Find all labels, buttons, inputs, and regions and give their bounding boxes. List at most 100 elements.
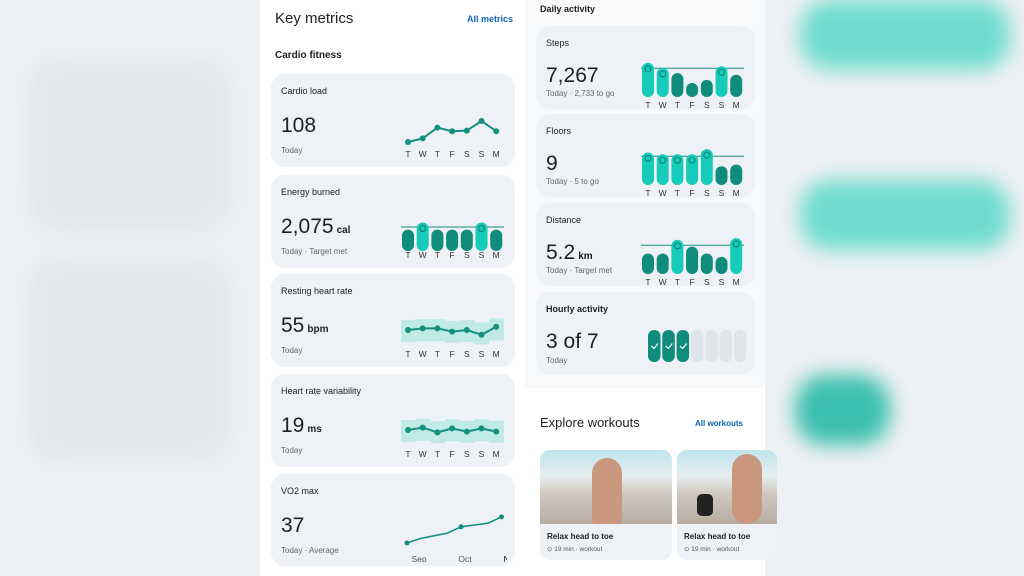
day-label: M (733, 188, 740, 198)
data-point (493, 128, 500, 135)
daily-activity-panel: Daily activity Steps 7,267 Today · 2,733… (525, 0, 777, 576)
card-title: Resting heart rate (281, 286, 353, 296)
card-value: 3 of 7 (546, 330, 599, 353)
data-point (405, 427, 411, 433)
target-met-icon (644, 65, 652, 73)
metric-card[interactable]: Distance 5.2 km Today · Target met T W T F S S M (536, 203, 755, 287)
target-met-icon (717, 68, 726, 76)
hourly-activity-card[interactable]: Hourly activity 3 of 7 Today (536, 292, 755, 375)
bar (431, 229, 444, 251)
bar (700, 253, 713, 274)
day-label: M (493, 149, 500, 159)
card-title: VO2 max (281, 486, 319, 496)
card-title: Floors (546, 126, 572, 136)
key-metrics-panel: Key metrics All metrics Cardio fitness C… (260, 0, 525, 576)
data-point (463, 428, 470, 435)
month-label: Nov (503, 554, 507, 562)
bar (475, 222, 488, 251)
pending-hour-bar (719, 330, 732, 362)
clock-icon: ⊙ (684, 546, 692, 553)
day-label: W (419, 349, 427, 359)
blurred-background (30, 260, 230, 460)
month-label: Oct (458, 554, 472, 562)
metric-card[interactable]: Cardio load 108 Today T W T F S S M (271, 74, 515, 167)
card-value: 2,075 cal (281, 215, 351, 238)
day-label: T (675, 277, 680, 287)
day-label: F (449, 449, 454, 459)
workout-thumbnail (677, 450, 777, 524)
day-label: F (449, 149, 454, 159)
day-label: W (659, 188, 667, 198)
target-met-icon (659, 70, 667, 78)
data-point (458, 524, 464, 530)
card-caption: Today (281, 446, 303, 455)
card-unit: cal (336, 225, 351, 236)
bar (700, 149, 713, 185)
card-value: 37 (281, 514, 305, 537)
day-label: M (493, 349, 500, 359)
card-value: 55 bpm (281, 314, 329, 337)
metric-card[interactable]: VO2 max 37 Today · Average Sep Oct Nov (271, 474, 515, 566)
card-value: 7,267 (546, 64, 599, 87)
metric-card[interactable]: Heart rate variability 19 ms Today T W T F S S M (271, 374, 515, 467)
card-value: 9 (546, 152, 558, 175)
metric-card[interactable]: Steps 7,267 Today · 2,733 to go T W T F S S M (536, 26, 755, 110)
day-label: S (479, 449, 485, 459)
data-point (493, 428, 500, 435)
all-metrics-link[interactable]: All metrics (466, 14, 513, 24)
card-title: Heart rate variability (281, 386, 362, 396)
check-icon (665, 343, 673, 350)
bar (460, 229, 473, 251)
day-label: T (675, 100, 680, 110)
day-label: W (419, 250, 427, 260)
data-point (449, 328, 456, 335)
card-caption: Today (281, 146, 303, 155)
target-met-icon (673, 242, 682, 250)
metric-card[interactable]: Energy burned 2,075 cal Today · Target me… (271, 175, 515, 268)
workout-card[interactable]: Relax head to toe ⊙ 19 min · workout (540, 450, 672, 560)
data-point (463, 127, 470, 134)
day-label: T (405, 149, 410, 159)
target-met-icon (419, 224, 427, 233)
day-label: S (704, 277, 710, 287)
bar (446, 229, 459, 251)
data-point (493, 323, 500, 330)
data-point (463, 327, 470, 333)
day-label: S (719, 188, 725, 198)
completed-hour-bar (676, 330, 690, 362)
day-label: M (733, 100, 740, 110)
day-label: T (645, 188, 650, 198)
card-caption: Today · Average (281, 546, 339, 555)
card-caption: Today · 2,733 to go (546, 89, 615, 98)
day-label: T (645, 100, 650, 110)
card-caption: Today · Target met (281, 247, 348, 256)
completed-hour-bar (662, 330, 675, 362)
metric-card[interactable]: Resting heart rate 55 bpm Today T W T F S S M (271, 274, 515, 367)
bar (686, 83, 699, 97)
bar (730, 74, 743, 97)
day-label: M (733, 277, 740, 287)
check-icon (651, 343, 659, 350)
day-label: M (493, 250, 500, 260)
card-unit: km (578, 251, 593, 262)
card-value: 108 (281, 114, 317, 137)
target-met-icon (673, 156, 682, 164)
day-label: F (449, 349, 454, 359)
section-title: Cardio fitness (275, 50, 342, 61)
card-title: Hourly activity (546, 304, 609, 314)
data-point (434, 325, 441, 332)
data-point (419, 325, 426, 332)
card-caption: Today · 5 to go (546, 177, 599, 186)
blurred-background (795, 375, 890, 445)
day-label: S (464, 250, 470, 260)
all-workouts-link[interactable]: All workouts (695, 419, 744, 428)
card-unit: bpm (307, 324, 329, 335)
card-caption: Today · Target met (546, 266, 613, 275)
bar (402, 229, 414, 251)
day-label: S (479, 349, 485, 359)
bar (671, 239, 684, 274)
workout-card[interactable]: Relax head to toe ⊙ 19 min · workout (677, 450, 777, 560)
metric-card[interactable]: Floors 9 Today · 5 to go T W T F S S M (536, 114, 755, 198)
